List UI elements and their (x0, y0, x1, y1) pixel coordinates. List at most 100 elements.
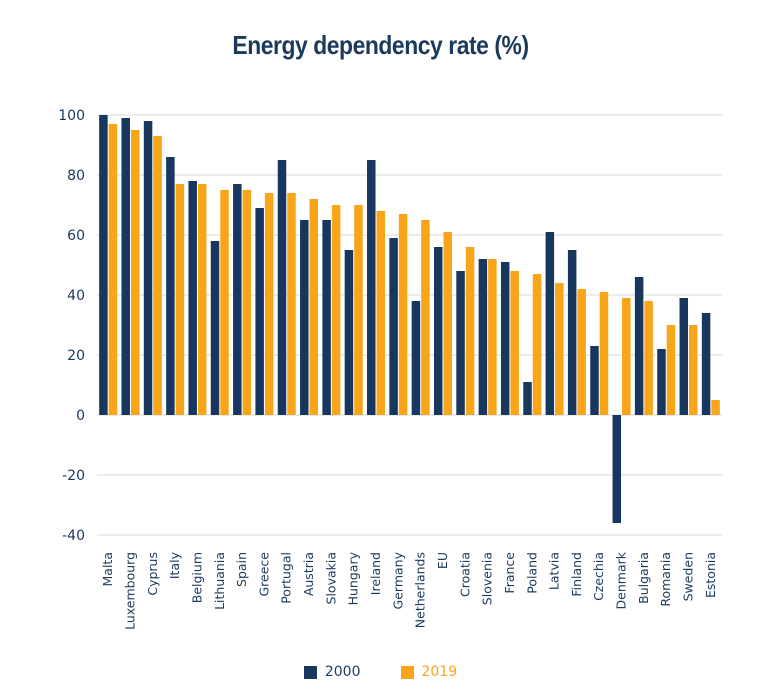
x-tick-label: Sweden (681, 552, 696, 601)
y-tick-label: -40 (62, 528, 85, 544)
bar-eu-2000 (433, 247, 443, 415)
legend: 2000 2019 (0, 664, 761, 680)
bar-sweden-2000 (679, 298, 689, 415)
x-tick-label: Malta (100, 552, 115, 586)
y-tick-label: 60 (67, 228, 85, 244)
bar-estonia-2000 (701, 313, 711, 415)
bar-austria-2000 (300, 220, 309, 415)
x-tick-label: Italy (167, 551, 182, 579)
bar-italy-2000 (166, 157, 175, 415)
bar-italy-2019 (175, 184, 185, 415)
x-tick-label: Bulgaria (636, 552, 651, 604)
legend-item-2019: 2019 (400, 664, 458, 680)
x-tick-label: Poland (524, 552, 539, 594)
bar-czechia-2019 (599, 292, 609, 415)
bar-croatia-2019 (465, 247, 475, 415)
legend-label-2000: 2000 (324, 664, 361, 680)
bar-ireland-2019 (376, 211, 386, 415)
bar-spain-2019 (242, 190, 252, 415)
x-tick-label: Estonia (703, 552, 718, 598)
bar-belgium-2000 (188, 181, 197, 415)
bar-latvia-2000 (545, 232, 555, 415)
bar-slovenia-2019 (488, 259, 497, 415)
bar-greece-2000 (255, 208, 264, 415)
legend-swatch-2019 (400, 665, 414, 679)
bar-poland-2000 (523, 382, 532, 415)
bar-portugal-2019 (287, 193, 296, 415)
bar-luxembourg-2019 (130, 130, 140, 415)
bar-finland-2019 (577, 289, 586, 415)
bar-belgium-2019 (197, 184, 207, 415)
bar-hungary-2019 (354, 205, 363, 415)
x-tick-label: Slovenia (480, 552, 495, 605)
bar-eu-2019 (443, 232, 452, 415)
bar-czechia-2000 (590, 346, 599, 415)
x-tick-label: Ireland (368, 552, 383, 595)
bar-luxembourg-2000 (121, 118, 130, 415)
bar-slovakia-2019 (331, 205, 341, 415)
bar-finland-2000 (567, 250, 577, 415)
y-tick-label: -20 (62, 468, 85, 484)
bar-ireland-2000 (367, 160, 376, 415)
bar-netherlands-2000 (411, 301, 421, 415)
x-tick-label: Netherlands (413, 552, 428, 628)
bar-hungary-2000 (344, 250, 354, 415)
y-tick-label: 40 (67, 288, 85, 304)
bar-germany-2000 (389, 238, 398, 415)
x-tick-label: Czechia (591, 552, 606, 601)
x-tick-label: Portugal (279, 552, 294, 604)
bar-denmark-2019 (622, 298, 631, 415)
bar-latvia-2019 (555, 283, 564, 415)
bar-poland-2019 (532, 274, 542, 415)
bar-greece-2019 (264, 193, 274, 415)
x-tick-label: Hungary (346, 551, 361, 605)
bar-lithuania-2019 (220, 190, 229, 415)
chart-title: Energy dependency rate (%) (232, 30, 529, 60)
bar-bulgaria-2019 (644, 301, 653, 415)
bar-lithuania-2000 (210, 241, 220, 415)
x-tick-label: Lithuania (212, 552, 227, 610)
x-tick-label: Romania (658, 552, 673, 607)
bar-france-2019 (510, 271, 519, 415)
bar-germany-2019 (398, 214, 408, 415)
x-tick-label: Croatia (457, 552, 472, 597)
y-tick-label: 0 (76, 408, 85, 424)
x-tick-label: Luxembourg (123, 552, 138, 630)
bar-malta-2019 (108, 124, 118, 415)
x-tick-label: Finland (569, 552, 584, 597)
bar-portugal-2000 (277, 160, 287, 415)
x-tick-label: Austria (301, 552, 316, 596)
legend-item-2000: 2000 (303, 664, 361, 680)
y-tick-label: 100 (58, 108, 85, 124)
bar-slovenia-2000 (478, 259, 488, 415)
x-tick-label: Slovakia (323, 552, 338, 604)
bar-estonia-2019 (711, 400, 720, 415)
bar-slovakia-2000 (322, 220, 331, 415)
bar-denmark-2000 (612, 415, 622, 523)
x-tick-label: Denmark (614, 551, 629, 609)
bar-romania-2019 (666, 325, 676, 415)
bar-romania-2000 (657, 349, 666, 415)
bar-spain-2000 (233, 184, 242, 415)
bar-sweden-2019 (689, 325, 698, 415)
bar-bulgaria-2000 (634, 277, 644, 415)
legend-label-2019: 2019 (421, 664, 458, 680)
y-tick-label: 20 (67, 348, 85, 364)
x-tick-label: Latvia (547, 552, 562, 590)
bars (99, 115, 720, 523)
bar-cyprus-2000 (143, 121, 153, 415)
bar-netherlands-2019 (421, 220, 430, 415)
x-tick-label: Germany (390, 551, 405, 609)
bar-croatia-2000 (456, 271, 465, 415)
x-tick-label: Belgium (189, 552, 204, 603)
x-tick-label: EU (435, 552, 450, 569)
bar-austria-2019 (309, 199, 319, 415)
legend-swatch-2000 (303, 665, 317, 679)
x-tick-label: Greece (256, 552, 271, 597)
bar-malta-2000 (99, 115, 108, 415)
y-axis-ticks: 100 80 60 40 20 0 -20 -40 (58, 108, 85, 544)
bar-france-2000 (500, 262, 510, 415)
x-tick-label: France (502, 552, 517, 594)
x-tick-label: Cyprus (145, 552, 160, 596)
